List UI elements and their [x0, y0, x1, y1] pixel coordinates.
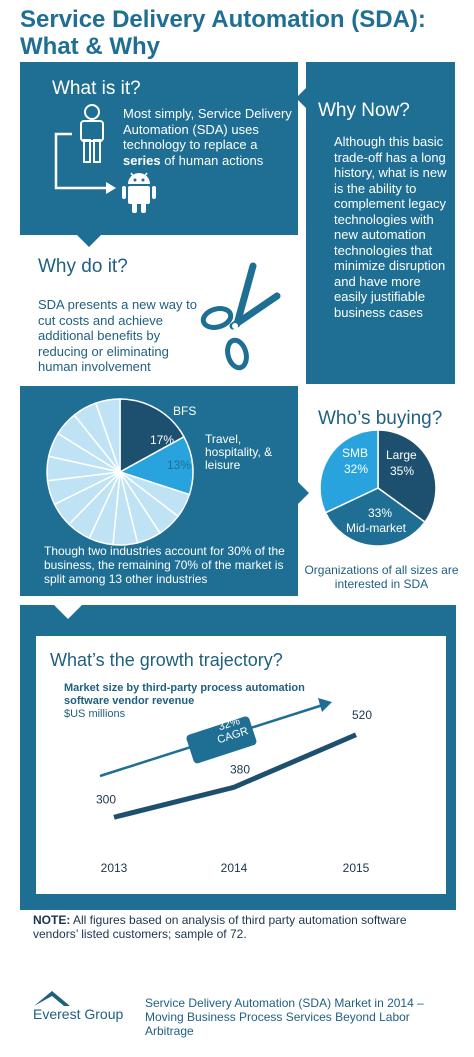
- x-tick-label: 2015: [343, 861, 370, 875]
- bfs-label: BFS: [173, 404, 197, 418]
- growth-line-chart: 300 2013 380 2014 520 2015: [96, 698, 372, 875]
- bfs-slice: [119, 398, 185, 474]
- cagr-arrowhead-icon: [318, 698, 332, 712]
- what-text-part: Most simply, Service Delivery Automation…: [123, 106, 292, 152]
- travel-label: Travel, hospitality, & leisure: [205, 432, 273, 472]
- growth-subtitle: Market size by third-party process autom…: [64, 682, 305, 707]
- everest-logo-mark-icon: [34, 991, 70, 1006]
- growth-units: $US millions: [64, 708, 126, 720]
- data-label: 380: [230, 762, 250, 776]
- footnote: NOTE: All figures based on analysis of t…: [33, 913, 453, 941]
- buyers-caption: Organizations of all sizes are intereste…: [304, 563, 459, 591]
- why-now-heading: Why Now?: [318, 100, 410, 121]
- x-tick-label: 2014: [221, 861, 248, 875]
- smb-value: 32%: [344, 462, 369, 476]
- growth-inner-panel: [36, 636, 446, 894]
- data-label: 520: [352, 708, 372, 722]
- market-size-line: [113, 732, 357, 820]
- mid-market-slice: [324, 487, 426, 547]
- everest-logo-text: Everest Group: [33, 1006, 124, 1022]
- why-now-text: Although this basic trade-off has a long…: [334, 134, 447, 320]
- person-icon: [80, 104, 104, 163]
- industry-pie-chart: [46, 398, 194, 546]
- note-label: NOTE:: [33, 913, 71, 927]
- smb-label: SMB: [342, 446, 369, 460]
- mid-value: 33%: [368, 506, 393, 520]
- growth-heading: What’s the growth trajectory?: [50, 650, 283, 670]
- what-is-it-panel: [20, 62, 298, 247]
- citation-text: Service Delivery Automation (SDA) Market…: [145, 996, 424, 1038]
- who-buying-heading: Who’s buying?: [318, 408, 443, 429]
- x-tick-label: 2013: [101, 861, 128, 875]
- why-do-heading: Why do it?: [38, 256, 128, 277]
- what-heading: What is it?: [52, 78, 141, 99]
- data-label: 300: [96, 792, 116, 806]
- android-robot-icon: [122, 172, 156, 213]
- industry-caption: Though two industries account for 30% of…: [44, 544, 285, 586]
- smb-slice: [319, 429, 379, 514]
- other-industry-slice: [94, 398, 121, 473]
- what-text-part-end: of human actions: [160, 152, 264, 168]
- large-value: 35%: [390, 464, 415, 478]
- buyer-pie-chart: [319, 429, 437, 547]
- cagr-badge: [186, 716, 257, 764]
- large-label: Large: [386, 448, 417, 462]
- page-title: Service Delivery Automation (SDA): What …: [20, 6, 426, 60]
- mid-label: Mid-market: [346, 521, 407, 535]
- note-text: All figures based on analysis of third p…: [33, 913, 407, 941]
- what-text-bold: series: [123, 152, 161, 168]
- large-slice: [377, 429, 437, 524]
- why-do-text: SDA presents a new way to cut costs and …: [38, 297, 197, 374]
- travel-slice: [118, 435, 194, 496]
- why-now-panel: [296, 62, 455, 384]
- arrow-connector-icon: [54, 132, 116, 194]
- travel-value: 13%: [167, 458, 192, 472]
- bfs-value: 17%: [150, 433, 175, 447]
- what-text: Most simply, Service Delivery Automation…: [123, 106, 293, 168]
- scissors-icon: [200, 262, 281, 371]
